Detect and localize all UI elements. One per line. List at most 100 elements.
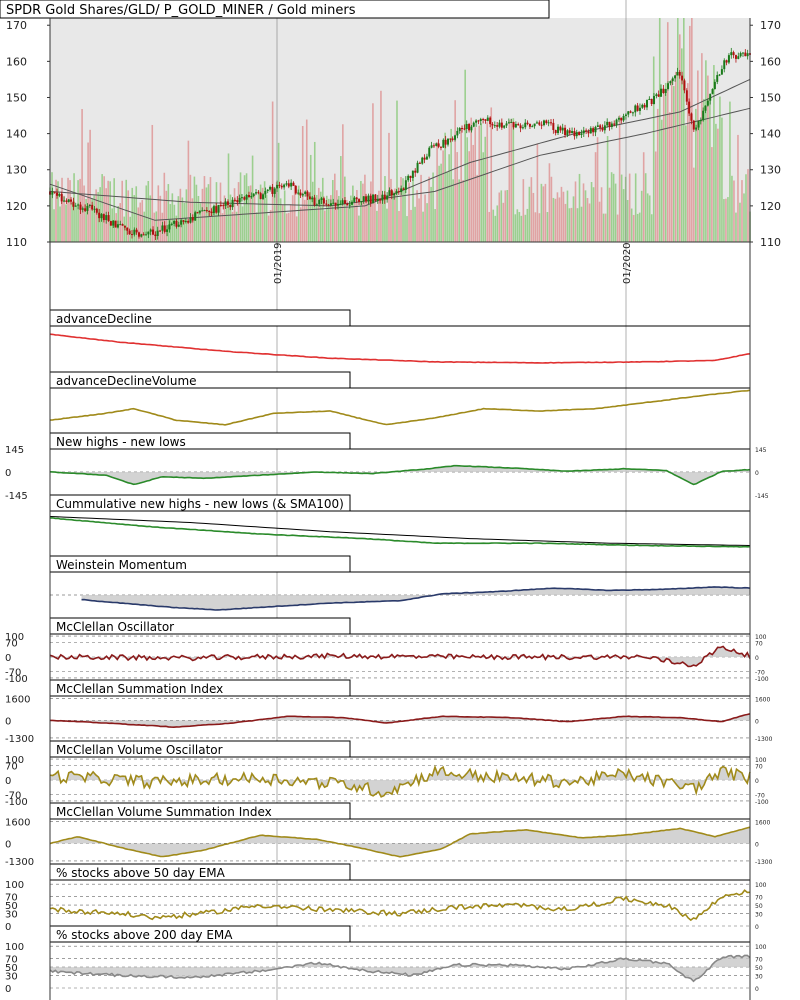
indicator-line bbox=[81, 586, 751, 611]
volume-bar bbox=[121, 180, 124, 242]
panel-tick-left: 100 bbox=[5, 632, 24, 643]
indicator-line bbox=[49, 333, 751, 364]
candle-body bbox=[355, 197, 358, 200]
volume-bar bbox=[719, 96, 721, 242]
candle-body bbox=[369, 195, 372, 204]
candle-body bbox=[217, 205, 220, 213]
candle-body bbox=[119, 224, 122, 226]
volume-bar bbox=[392, 191, 394, 242]
panel-tick-left: 0 bbox=[5, 839, 11, 850]
candle-body bbox=[463, 128, 466, 130]
candle-body bbox=[521, 127, 524, 129]
volume-bar bbox=[697, 70, 699, 242]
indicator-label: % stocks above 200 day EMA bbox=[56, 928, 233, 942]
volume-bar bbox=[528, 186, 531, 242]
volume-bar bbox=[251, 155, 254, 242]
candle-body bbox=[170, 223, 173, 225]
candle-body bbox=[205, 210, 208, 212]
volume-bar bbox=[55, 179, 57, 242]
volume-bar bbox=[570, 207, 573, 242]
volume-bar bbox=[321, 177, 324, 242]
candle-body bbox=[489, 117, 492, 125]
candle-body bbox=[336, 203, 339, 206]
candle-body bbox=[451, 138, 454, 140]
volume-bar bbox=[143, 211, 146, 242]
candles bbox=[49, 47, 751, 241]
volume-bar bbox=[446, 171, 448, 242]
candle-body bbox=[720, 69, 723, 75]
candle-body bbox=[458, 127, 461, 131]
volume-bar bbox=[127, 190, 130, 242]
volume-bar bbox=[71, 202, 73, 242]
volume-bar bbox=[731, 175, 733, 242]
volume-bar bbox=[115, 213, 117, 242]
candle-body bbox=[615, 119, 618, 125]
candle-body bbox=[358, 199, 361, 202]
y-tick-label-left: 170 bbox=[6, 19, 27, 32]
volume-bar bbox=[265, 194, 268, 242]
volume-bar bbox=[568, 208, 571, 242]
volume-bar bbox=[540, 183, 543, 242]
panel-tick-right: 100 bbox=[755, 882, 767, 889]
panel-tick-left: 100 bbox=[5, 755, 24, 766]
candle-body bbox=[552, 122, 555, 131]
volume-bar bbox=[526, 208, 529, 242]
indicator-line bbox=[49, 464, 751, 486]
panel-tick-left: 70 bbox=[5, 955, 18, 966]
indicator-panel-bg bbox=[50, 511, 750, 557]
candle-body bbox=[423, 157, 426, 160]
volume-bar bbox=[327, 198, 330, 242]
volume-bar bbox=[723, 199, 725, 242]
volume-bar bbox=[147, 180, 150, 242]
volume-bar bbox=[452, 179, 454, 242]
panel-tick-right: 0 bbox=[755, 470, 759, 477]
candle-body bbox=[233, 199, 236, 201]
candle-body bbox=[163, 225, 166, 232]
volume-bar bbox=[111, 208, 113, 242]
volume-bar bbox=[654, 151, 657, 242]
candle-body bbox=[589, 128, 592, 134]
candle-body bbox=[173, 220, 176, 224]
candle-body bbox=[177, 224, 180, 227]
sma-short-line bbox=[49, 78, 751, 221]
candle-body bbox=[592, 128, 595, 133]
candle-body bbox=[105, 215, 108, 221]
area-fill bbox=[50, 465, 750, 485]
panel-tick-left: 30 bbox=[5, 971, 18, 982]
sma100-line bbox=[49, 516, 751, 546]
candle-body bbox=[273, 188, 276, 194]
candle-body bbox=[613, 123, 616, 125]
volume-bar bbox=[370, 181, 372, 242]
candle-body bbox=[655, 94, 658, 97]
volume-bar bbox=[498, 192, 501, 242]
volume-bar bbox=[586, 198, 589, 242]
volume-bar bbox=[689, 25, 691, 242]
volume-bar bbox=[396, 100, 398, 243]
candle-body bbox=[645, 99, 648, 108]
volume-bar bbox=[410, 209, 412, 242]
volume-bar bbox=[626, 200, 629, 242]
volume-bar bbox=[346, 199, 348, 242]
volume-bar bbox=[646, 193, 649, 242]
volume-bar bbox=[253, 194, 256, 242]
volume-bar bbox=[418, 198, 420, 242]
panel-tick-right: 50 bbox=[755, 965, 763, 972]
volume-bar bbox=[301, 125, 304, 242]
candle-body bbox=[512, 121, 515, 128]
indicator-line bbox=[49, 889, 751, 922]
volume-bar bbox=[546, 212, 549, 242]
volume-bar bbox=[129, 216, 132, 242]
candle-body bbox=[671, 78, 674, 82]
indicator-line bbox=[49, 826, 751, 858]
volume-bar bbox=[598, 201, 601, 242]
volume-bar bbox=[297, 185, 300, 242]
volume-bar bbox=[97, 192, 99, 242]
sma-long-line bbox=[49, 107, 751, 207]
volume-bar bbox=[81, 109, 83, 243]
candle-body bbox=[390, 190, 393, 196]
candle-body bbox=[264, 191, 267, 195]
candle-body bbox=[573, 131, 576, 137]
candle-body bbox=[84, 208, 87, 211]
volume-bar bbox=[289, 204, 292, 242]
candle-body bbox=[444, 139, 447, 145]
